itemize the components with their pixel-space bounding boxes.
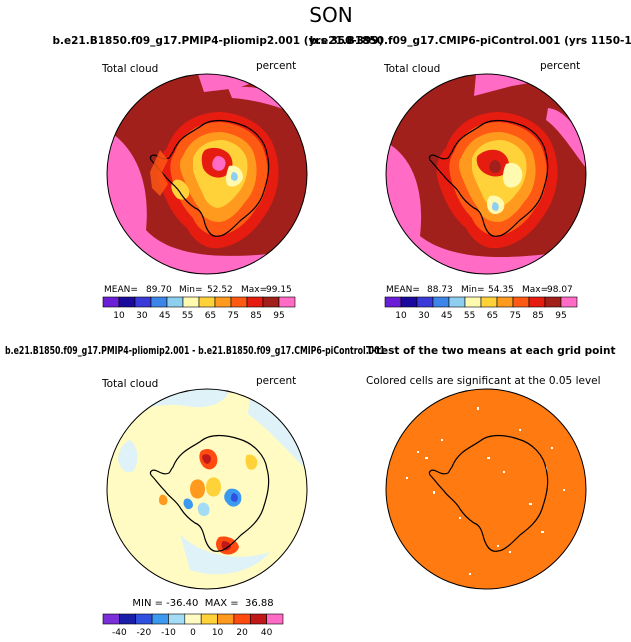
panel-3-colorbar-cell (168, 613, 186, 625)
panel-2-max-label: Max= (522, 285, 548, 295)
panel-2-colorbar-cell (480, 296, 498, 308)
panel-2-colorbar-cell (432, 296, 450, 308)
panel-3-colorbar-cell (151, 613, 169, 625)
panel-2-colorbar-ticks: 10 30 45 55 65 75 85 95 (395, 311, 566, 321)
panel-1-map (107, 74, 307, 274)
page-title: SON (309, 3, 352, 27)
panel-3-colorbar-tick-label: 0 (190, 628, 196, 638)
panel-3: b.e21.B1850.f09_g17.PMIP4-pliomip2.001 -… (5, 345, 385, 638)
panel-1-left-label: Total cloud (101, 63, 158, 75)
panel-3-colorbar-tick-label: 20 (236, 628, 248, 638)
panel-3-colorbar-ticks: -40 -20 -10 0 10 20 40 (112, 628, 273, 638)
panel-1-colorbar-cell (182, 296, 200, 308)
panel-4-left-label: Colored cells are significant at the 0.0… (366, 375, 601, 387)
panel-3-colorbar-cell (119, 613, 137, 625)
panel-1-colorbar-tick-label: 30 (136, 311, 148, 321)
panel-2-mean-label: MEAN= (386, 285, 420, 295)
panel-2-colorbar-tick-label: 95 (555, 311, 566, 321)
panel-2-colorbar-tick-label: 85 (532, 311, 543, 321)
panel-1-title: b.e21.B1850.f09_g17.PMIP4-pliomip2.001 (… (53, 35, 384, 47)
panel-1-min-label: Min= (179, 285, 203, 295)
panel-3-colorbar-cell (184, 613, 202, 625)
panel-2-colorbar-tick-label: 65 (487, 311, 498, 321)
panel-1-colorbar-ticks: 10 30 45 55 65 75 85 95 (113, 311, 284, 321)
panel-1-colorbar-tick-label: 45 (159, 311, 170, 321)
panel-1-max-label: Max= (241, 285, 267, 295)
panel-1-colorbar-cell (278, 296, 296, 308)
panel-4: T-test of the two means at each grid poi… (366, 345, 615, 590)
panel-2-colorbar-cell (528, 296, 546, 308)
panel-3-left-label: Total cloud (101, 378, 158, 390)
panel-1-colorbar-cell (198, 296, 216, 308)
panel-2-colorbar-tick-label: 55 (464, 311, 475, 321)
panel-3-right-label: percent (256, 375, 296, 387)
panel-3-colorbar-tick-label: -20 (137, 628, 152, 638)
panel-2-colorbar-cell (512, 296, 530, 308)
panel-3-colorbar-tick-label: 40 (261, 628, 273, 638)
panel-1-right-label: percent (256, 60, 296, 72)
panel-1-colorbar-cell (214, 296, 232, 308)
panel-3-colorbar-tick-label: -10 (161, 628, 176, 638)
panel-2-colorbar-cell (416, 296, 434, 308)
panel-3-title: b.e21.B1850.f09_g17.PMIP4-pliomip2.001 -… (5, 345, 385, 357)
panel-4-title: T-test of the two means at each grid poi… (366, 345, 615, 357)
panel-3-colorbar-cell (200, 613, 218, 625)
panel-1-mean: 89.70 (146, 285, 172, 295)
panel-1-colorbar-cell (134, 296, 152, 308)
panel-3-colorbar-cell (102, 613, 120, 625)
panel-1-colorbar-tick-label: 85 (250, 311, 261, 321)
panel-3-map (107, 389, 307, 589)
panel-4-map (386, 389, 586, 589)
panel-2-title: b.e21.B1850.f09_g17.CMIP6-piControl.001 … (310, 35, 631, 47)
panel-2-right-label: percent (540, 60, 580, 72)
panel-2-colorbar-cell (400, 296, 418, 308)
panel-1-colorbar-cell (150, 296, 168, 308)
panel-3-colorbar-cell (249, 613, 267, 625)
panel-1-colorbar-cell (118, 296, 136, 308)
panel-1-colorbar-cell (230, 296, 248, 308)
panel-2-colorbar-cell (560, 296, 578, 308)
panel-2-colorbar-cell (448, 296, 466, 308)
panel-2-colorbar-cell (464, 296, 482, 308)
panel-2: b.e21.B1850.f09_g17.CMIP6-piControl.001 … (310, 35, 631, 321)
panel-1-colorbar-cell (246, 296, 264, 308)
panel-3-colorbar-cell (217, 613, 235, 625)
panel-1-colorbar-tick-label: 95 (273, 311, 284, 321)
panel-1-mean-label: MEAN= (104, 285, 138, 295)
panel-2-max: 98.07 (547, 285, 573, 295)
panel-3-colorbar (102, 613, 284, 625)
panel-3-colorbar-tick-label: 10 (212, 628, 224, 638)
panel-1-colorbar-cell (166, 296, 184, 308)
panel-1-colorbar-tick-label: 65 (205, 311, 216, 321)
panel-2-colorbar-tick-label: 45 (441, 311, 452, 321)
panel-1-colorbar-tick-label: 10 (113, 311, 125, 321)
panel-1-max: 99.15 (266, 285, 292, 295)
panel-3-colorbar-cell (233, 613, 251, 625)
panel-1-colorbar (102, 296, 296, 308)
panel-2-colorbar-cell (544, 296, 562, 308)
panel-2-colorbar-cell (496, 296, 514, 308)
panel-2-left-label: Total cloud (383, 63, 440, 75)
panel-1-colorbar-tick-label: 55 (182, 311, 193, 321)
panel-2-colorbar-tick-label: 30 (418, 311, 430, 321)
panel-3-stats: MIN = -36.40 MAX = 36.88 (132, 598, 273, 609)
panel-2-map (386, 74, 586, 274)
panel-1-colorbar-cell (102, 296, 120, 308)
panel-2-mean: 88.73 (427, 285, 453, 295)
panel-2-min: 54.35 (488, 285, 514, 295)
panel-3-colorbar-cell (266, 613, 284, 625)
panel-3-colorbar-tick-label: -40 (112, 628, 127, 638)
panel-1-min: 52.52 (207, 285, 233, 295)
panel-3-colorbar-cell (135, 613, 153, 625)
panel-2-colorbar-tick-label: 10 (395, 311, 407, 321)
panel-2-min-label: Min= (461, 285, 485, 295)
panel-2-colorbar-tick-label: 75 (510, 311, 521, 321)
panel-1: b.e21.B1850.f09_g17.PMIP4-pliomip2.001 (… (53, 35, 384, 321)
panel-2-colorbar (384, 296, 578, 308)
panel-1-colorbar-tick-label: 75 (228, 311, 239, 321)
panel-1-colorbar-cell (262, 296, 280, 308)
panel-2-colorbar-cell (384, 296, 402, 308)
